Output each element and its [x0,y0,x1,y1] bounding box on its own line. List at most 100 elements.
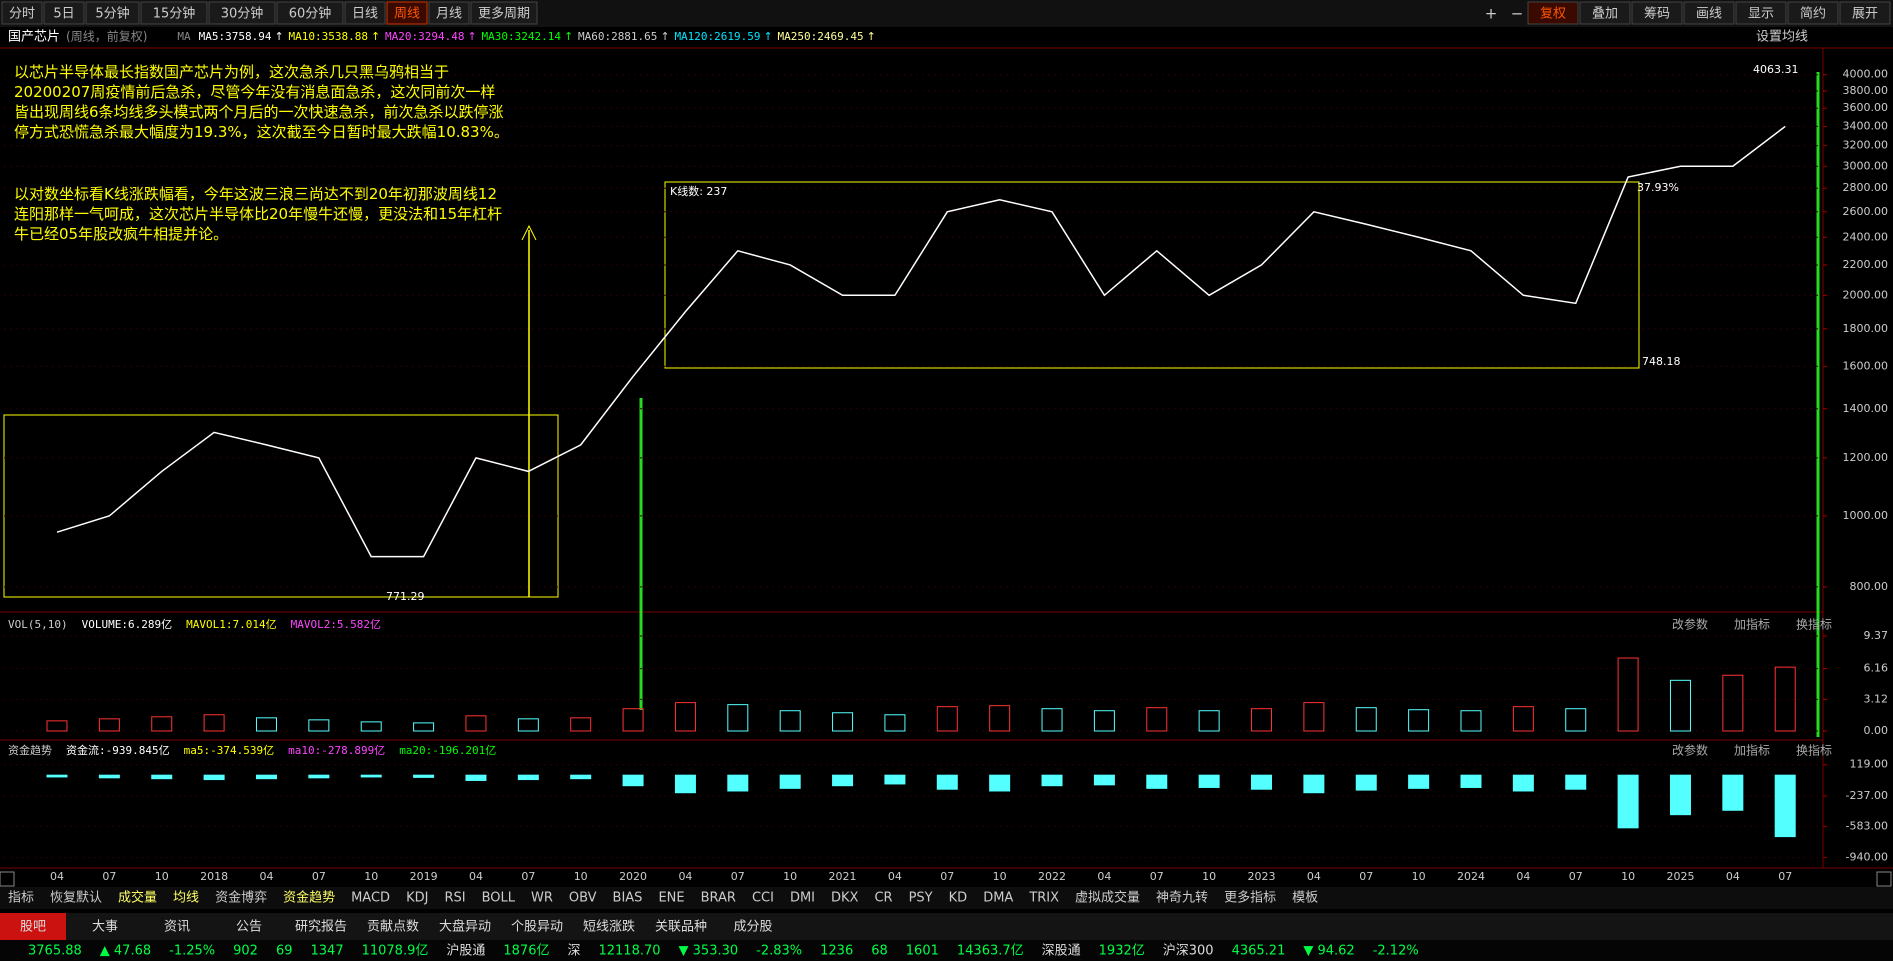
y-tick-label: 2400.00 [1843,230,1889,243]
tab[interactable] [470,1,538,25]
indicator-tab[interactable]: BIAS [613,891,643,906]
bar [1722,674,1744,732]
annotation: 748.18 [1642,355,1681,368]
panel-button[interactable]: 改参数 [1672,617,1708,632]
tool-label[interactable]: 复权 [1540,6,1566,22]
tab[interactable] [344,1,386,25]
indicator-tab[interactable]: CCI [752,891,774,906]
indicator-tab[interactable]: DMI [790,891,815,906]
indicator-tab[interactable]: KD [949,891,968,906]
tool-label[interactable]: 筹码 [1644,6,1670,22]
news-tab[interactable]: 成分股 [733,920,772,935]
tool-button[interactable] [1579,1,1631,25]
panel-button[interactable]: 换指标 [1796,743,1832,758]
panel-button[interactable]: 加指标 [1734,743,1770,758]
tab-label[interactable]: 30分钟 [221,6,264,22]
news-tab[interactable]: 大盘异动 [439,919,491,935]
zoom-out[interactable]: − [1511,5,1524,23]
bar [517,774,539,781]
tab[interactable] [386,1,428,25]
news-tab[interactable]: 关联品种 [655,920,707,935]
indicator-tab[interactable]: WR [531,891,553,906]
tool-button[interactable] [1683,1,1735,25]
tool-label[interactable]: 简约 [1800,6,1826,22]
indicator-tab[interactable]: BRAR [701,891,736,906]
news-tab[interactable]: 股吧 [20,920,46,935]
bar [1512,706,1534,732]
bar [1198,710,1220,732]
panel-header: ma20:-196.201亿 [399,744,496,757]
indicator-tab[interactable]: MACD [351,891,390,906]
scroll-right[interactable] [1876,871,1892,887]
news-tab[interactable]: 研究报告 [295,920,347,935]
ticker-item: ▼ 94.62 [1303,944,1354,959]
indicator-tab[interactable]: 更多指标 [1224,890,1276,906]
panel-button[interactable]: 加指标 [1734,617,1770,632]
tab[interactable] [85,1,140,25]
tab[interactable] [208,1,276,25]
indicator-tab[interactable]: BOLL [482,891,516,906]
tab-label[interactable]: 60分钟 [289,6,332,22]
tool-button[interactable] [1527,1,1579,25]
tool-label[interactable]: 展开 [1852,7,1878,22]
news-tab[interactable]: 个股异动 [511,920,563,935]
bar [413,722,435,732]
tool-label[interactable]: 显示 [1748,7,1774,22]
tool-button[interactable] [1839,1,1891,25]
indicator-tab[interactable]: 指标 [8,891,34,906]
x-tick-label: 04 [1726,870,1740,883]
indicator-tab[interactable]: 成交量 [118,890,157,906]
scroll-left[interactable] [0,871,15,887]
tab-label[interactable]: 分时 [9,7,35,22]
tab[interactable] [43,1,85,25]
indicator-tab[interactable]: 均线 [173,891,199,906]
note: 以芯片半导体最长指数国产芯片为例，这次急杀几只黑乌鸦相当于20200207周疫情… [14,63,509,141]
tab-label[interactable]: 更多周期 [478,6,530,22]
tool-button[interactable] [1735,1,1787,25]
news-tab[interactable]: 短线涨跌 [583,919,635,935]
indicator-tab[interactable]: 资金趋势 [283,890,335,906]
tool-button[interactable] [1787,1,1839,25]
ticker-item: 902 [233,944,258,959]
tab-label[interactable]: 5日 [53,7,74,22]
news-tab[interactable]: 大事 [92,920,118,935]
indicator-tab[interactable]: RSI [444,891,465,906]
tab-label[interactable]: 日线 [352,7,378,22]
tool-button[interactable] [1631,1,1683,25]
indicator-tab[interactable]: DKX [831,891,859,906]
indicator-tab[interactable]: CR [874,891,892,906]
indicator-tab[interactable]: TRIX [1028,891,1059,906]
news-tab[interactable]: 公告 [236,920,262,935]
tab-label[interactable]: 月线 [436,7,462,22]
tab-label[interactable]: 5分钟 [95,6,129,22]
tool-label[interactable]: 叠加 [1592,7,1618,22]
tab-label[interactable]: 15分钟 [153,6,196,22]
bar [1669,774,1691,816]
indicator-tab[interactable]: PSY [909,891,933,906]
tab[interactable] [428,1,470,25]
indicator-tab[interactable]: 恢复默认 [50,890,102,906]
indicator-tab[interactable]: 资金博弈 [215,890,267,906]
tab-label[interactable]: 周线 [394,7,420,22]
indicator-tab[interactable]: 神奇九转 [1156,890,1208,906]
panel-button[interactable]: 换指标 [1796,617,1832,632]
tab[interactable] [276,1,344,25]
indicator-tab[interactable]: ENE [658,891,684,906]
tool-label[interactable]: 画线 [1696,7,1722,22]
news-tab[interactable]: 资讯 [164,920,190,935]
news-tab[interactable]: 贡献点数 [367,920,419,935]
settings[interactable]: 设置均线 [1756,30,1808,45]
bar [1355,774,1377,791]
range-box [664,181,1640,369]
panel-button[interactable]: 改参数 [1672,743,1708,758]
indicator-tab[interactable]: 虚拟成交量 [1075,890,1140,906]
indicator-tab[interactable]: KDJ [406,891,428,906]
indicator-tab[interactable]: DMA [983,891,1013,906]
zoom-in[interactable]: + [1485,5,1498,23]
indicator-tab[interactable]: OBV [569,891,597,906]
ticker-item: ▲ 47.68 [100,944,151,959]
tab[interactable] [1,1,43,25]
y-tick-label: -583.00 [1846,819,1888,832]
indicator-tab[interactable]: 模板 [1292,891,1318,906]
tab[interactable] [140,1,208,25]
